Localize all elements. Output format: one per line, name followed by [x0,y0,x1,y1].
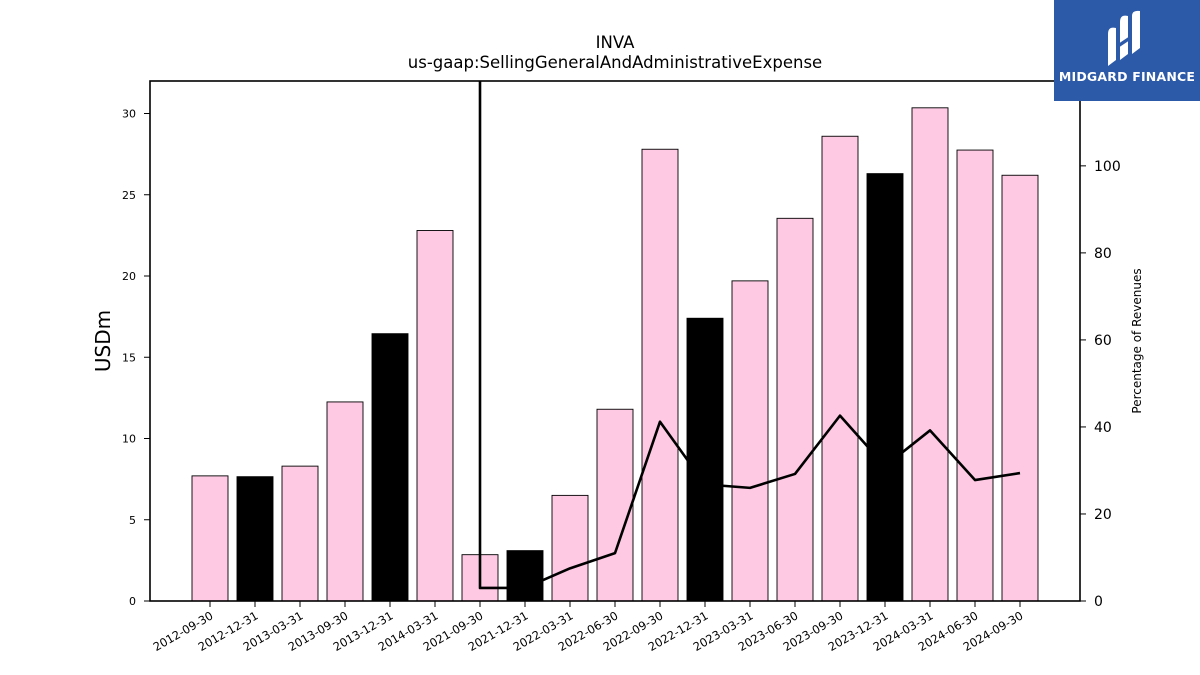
bar-2022-03-31 [551,494,589,602]
bar-2013-09-30 [326,401,364,602]
bar-2023-12-31 [866,173,904,602]
y-tick-label: 30 [122,108,136,121]
bar-2023-09-30 [821,135,859,602]
chart-title: INVA [596,33,635,52]
bar-2022-12-31 [686,317,724,602]
bar-2024-03-31 [911,107,949,602]
y-tick-label: 5 [129,514,136,527]
bar-2024-09-30 [1001,174,1039,602]
y2-tick-label: 80 [1094,246,1112,262]
y2-tick-label: 100 [1094,159,1121,175]
bar-2012-09-30 [191,475,229,602]
bar-2023-06-30 [776,217,814,602]
y2-axis-label: Percentage of Revenues [1130,268,1144,413]
y2-tick-label: 40 [1094,420,1112,436]
y-tick-label: 0 [129,595,136,608]
bar-2022-06-30 [596,408,634,602]
midgard-logo-icon [1108,10,1140,67]
y-tick-label: 10 [122,433,136,446]
logo: MIDGARD FINANCE [1054,0,1200,101]
bar-2022-09-30 [641,148,679,602]
logo-text: MIDGARD FINANCE [1058,69,1196,84]
bar-2014-03-31 [416,230,454,602]
y-tick-label: 25 [122,189,136,202]
y-tick-label: 15 [122,351,136,364]
y2-axis: 0 20 40 60 80 100 [1080,159,1121,610]
percentage-line [478,81,1021,590]
y-tick-label: 20 [122,270,136,283]
bar-2021-12-31 [506,550,544,602]
x-axis: 2012-09-302012-12-312013-03-312013-09-30… [151,601,1026,654]
bar-2013-03-31 [281,465,319,602]
y-axis: 0 5 10 15 20 25 30 [122,108,150,608]
y2-tick-label: 0 [1094,594,1103,610]
line-group [478,81,1021,590]
y-axis-label: USDm [91,310,115,372]
chart-subtitle: us-gaap:SellingGeneralAndAdministrativeE… [408,53,822,72]
bars-group [191,107,1039,602]
bar-2023-03-31 [731,280,769,602]
y2-tick-label: 20 [1094,507,1112,523]
bar-2012-12-31 [236,476,274,602]
bar-2013-12-31 [371,333,409,602]
bar-2024-06-30 [956,149,994,602]
y2-tick-label: 60 [1094,333,1112,349]
